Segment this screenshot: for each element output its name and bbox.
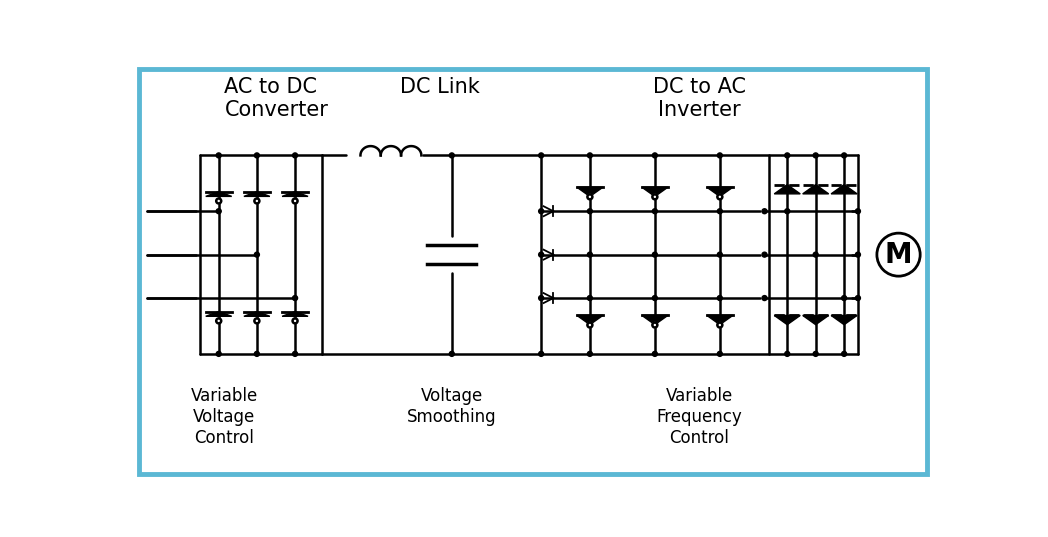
Polygon shape xyxy=(774,315,801,325)
Circle shape xyxy=(587,209,592,214)
Circle shape xyxy=(539,153,544,158)
Circle shape xyxy=(813,252,818,257)
Circle shape xyxy=(717,351,722,357)
Circle shape xyxy=(587,194,592,199)
Circle shape xyxy=(762,252,767,257)
Circle shape xyxy=(255,153,260,158)
Circle shape xyxy=(855,209,860,214)
Polygon shape xyxy=(205,311,232,316)
Text: Variable
Frequency
Control: Variable Frequency Control xyxy=(657,387,742,447)
Circle shape xyxy=(539,351,544,357)
Circle shape xyxy=(587,323,592,328)
Circle shape xyxy=(292,351,298,357)
Polygon shape xyxy=(576,187,603,197)
Polygon shape xyxy=(641,315,668,325)
Polygon shape xyxy=(706,315,733,325)
Circle shape xyxy=(813,351,818,357)
Circle shape xyxy=(652,194,657,199)
Circle shape xyxy=(717,194,722,199)
Text: DC Link: DC Link xyxy=(399,77,480,97)
Polygon shape xyxy=(831,185,857,194)
Circle shape xyxy=(255,252,260,257)
Circle shape xyxy=(216,153,221,158)
Polygon shape xyxy=(774,185,801,194)
Polygon shape xyxy=(803,185,829,194)
Polygon shape xyxy=(244,192,270,197)
Circle shape xyxy=(877,233,920,276)
Circle shape xyxy=(717,209,722,214)
Circle shape xyxy=(717,323,722,328)
Circle shape xyxy=(292,199,298,204)
Circle shape xyxy=(652,153,657,158)
Circle shape xyxy=(216,199,221,204)
Polygon shape xyxy=(576,315,603,325)
Polygon shape xyxy=(706,187,733,197)
Circle shape xyxy=(587,153,592,158)
Circle shape xyxy=(450,153,455,158)
Circle shape xyxy=(539,295,544,301)
Circle shape xyxy=(255,318,260,323)
Circle shape xyxy=(587,295,592,301)
Text: AC to DC
Converter: AC to DC Converter xyxy=(224,77,328,120)
Circle shape xyxy=(842,153,847,158)
Circle shape xyxy=(652,209,657,214)
Circle shape xyxy=(717,153,722,158)
Circle shape xyxy=(762,295,767,301)
Circle shape xyxy=(717,295,722,301)
Circle shape xyxy=(652,295,657,301)
Text: M: M xyxy=(885,241,913,268)
Circle shape xyxy=(292,318,298,323)
Polygon shape xyxy=(282,192,308,197)
Circle shape xyxy=(292,153,298,158)
Circle shape xyxy=(652,323,657,328)
Circle shape xyxy=(842,351,847,357)
Circle shape xyxy=(652,351,657,357)
Circle shape xyxy=(255,351,260,357)
Circle shape xyxy=(785,153,790,158)
Circle shape xyxy=(255,199,260,204)
Circle shape xyxy=(587,252,592,257)
Polygon shape xyxy=(205,192,232,197)
Circle shape xyxy=(855,295,860,301)
Polygon shape xyxy=(282,311,308,316)
Polygon shape xyxy=(244,311,270,316)
Polygon shape xyxy=(803,315,829,325)
Text: DC to AC
Inverter: DC to AC Inverter xyxy=(653,77,746,120)
Circle shape xyxy=(842,295,847,301)
Circle shape xyxy=(813,153,818,158)
Circle shape xyxy=(762,209,767,214)
Circle shape xyxy=(785,351,790,357)
Circle shape xyxy=(539,252,544,257)
Polygon shape xyxy=(831,315,857,325)
Circle shape xyxy=(216,209,221,214)
Circle shape xyxy=(539,209,544,214)
Polygon shape xyxy=(641,187,668,197)
Circle shape xyxy=(855,252,860,257)
Circle shape xyxy=(785,209,790,214)
Circle shape xyxy=(216,318,221,323)
Circle shape xyxy=(216,351,221,357)
Circle shape xyxy=(717,252,722,257)
Circle shape xyxy=(587,351,592,357)
Text: Voltage
Smoothing: Voltage Smoothing xyxy=(407,387,497,426)
Circle shape xyxy=(652,252,657,257)
Text: Variable
Voltage
Control: Variable Voltage Control xyxy=(191,387,258,447)
Circle shape xyxy=(292,295,298,301)
Circle shape xyxy=(450,351,455,357)
